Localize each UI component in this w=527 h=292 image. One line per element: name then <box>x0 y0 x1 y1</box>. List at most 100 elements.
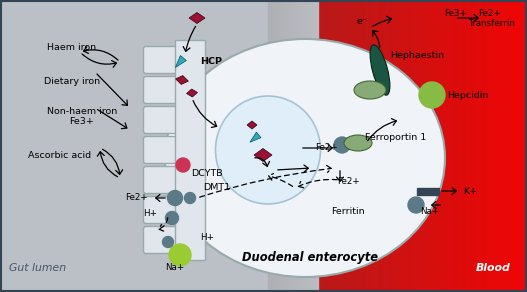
Bar <box>463 0 464 292</box>
Bar <box>504 0 505 292</box>
Bar <box>349 0 350 292</box>
Bar <box>293 0 294 292</box>
Bar <box>408 0 409 292</box>
Bar <box>373 0 374 292</box>
Bar <box>522 0 523 292</box>
Bar <box>447 0 448 292</box>
Bar <box>368 0 369 292</box>
Bar <box>439 0 440 292</box>
Bar <box>518 0 519 292</box>
Bar <box>299 0 300 292</box>
Bar <box>453 0 454 292</box>
Bar <box>486 0 487 292</box>
Bar <box>328 0 329 292</box>
Bar <box>308 0 309 292</box>
Bar <box>356 0 357 292</box>
Bar <box>450 0 451 292</box>
Bar <box>361 0 362 292</box>
Polygon shape <box>175 55 187 67</box>
Ellipse shape <box>370 45 390 95</box>
Bar <box>417 188 439 195</box>
Bar <box>388 0 389 292</box>
Bar <box>481 0 482 292</box>
Bar <box>372 0 373 292</box>
Bar <box>515 0 516 292</box>
Bar <box>467 0 468 292</box>
Bar <box>334 0 335 292</box>
Bar <box>505 0 506 292</box>
Text: Hepcidin: Hepcidin <box>447 91 489 100</box>
Bar <box>363 0 364 292</box>
Bar <box>519 0 520 292</box>
Bar <box>520 0 521 292</box>
Bar <box>480 0 481 292</box>
Bar <box>332 0 333 292</box>
Bar <box>333 0 334 292</box>
Bar <box>502 0 503 292</box>
Bar <box>509 0 510 292</box>
Bar <box>319 0 320 292</box>
Bar <box>482 0 483 292</box>
Circle shape <box>184 192 196 204</box>
Bar <box>438 0 439 292</box>
Bar <box>338 0 339 292</box>
Bar <box>336 0 337 292</box>
Bar <box>370 0 371 292</box>
Bar <box>473 0 474 292</box>
Bar <box>422 0 423 292</box>
Text: HCP: HCP <box>200 58 222 67</box>
Circle shape <box>169 244 191 266</box>
Bar <box>462 0 463 292</box>
Bar <box>499 0 500 292</box>
Bar <box>348 0 349 292</box>
Bar <box>407 0 408 292</box>
Text: Haem iron: Haem iron <box>47 44 96 53</box>
Bar <box>412 0 413 292</box>
Text: Fe2+: Fe2+ <box>478 10 501 18</box>
Bar <box>452 0 453 292</box>
Bar <box>496 0 497 292</box>
Bar <box>410 0 411 292</box>
Text: Duodenal enterocyte: Duodenal enterocyte <box>242 251 378 265</box>
Text: DCYTB: DCYTB <box>191 169 222 178</box>
Bar <box>284 0 285 292</box>
Bar <box>285 0 286 292</box>
Bar <box>385 0 386 292</box>
Bar <box>296 0 297 292</box>
Bar <box>317 0 318 292</box>
Text: Ferritin: Ferritin <box>331 208 365 216</box>
Bar <box>327 0 328 292</box>
Bar <box>399 0 400 292</box>
Bar <box>475 0 476 292</box>
Circle shape <box>334 137 350 153</box>
Bar <box>309 0 310 292</box>
FancyBboxPatch shape <box>143 136 200 164</box>
Bar <box>390 0 391 292</box>
Bar <box>341 0 342 292</box>
Bar <box>316 0 317 292</box>
Bar <box>398 0 399 292</box>
Bar <box>489 0 490 292</box>
Bar <box>280 0 281 292</box>
Bar <box>416 0 417 292</box>
Bar <box>431 0 432 292</box>
Bar <box>295 0 296 292</box>
Ellipse shape <box>354 81 386 99</box>
Polygon shape <box>250 132 261 142</box>
Bar <box>508 0 509 292</box>
Bar <box>425 0 426 292</box>
Bar <box>335 0 336 292</box>
Bar <box>405 0 406 292</box>
Bar <box>513 0 514 292</box>
Bar <box>506 0 507 292</box>
Bar <box>525 0 526 292</box>
Bar <box>484 0 485 292</box>
Bar <box>442 0 443 292</box>
Text: Hephaestin: Hephaestin <box>390 51 444 60</box>
Bar <box>271 0 272 292</box>
Bar <box>523 0 524 292</box>
Bar <box>414 0 415 292</box>
Bar <box>397 0 398 292</box>
Text: Fe3+: Fe3+ <box>444 10 467 18</box>
Bar <box>275 0 276 292</box>
